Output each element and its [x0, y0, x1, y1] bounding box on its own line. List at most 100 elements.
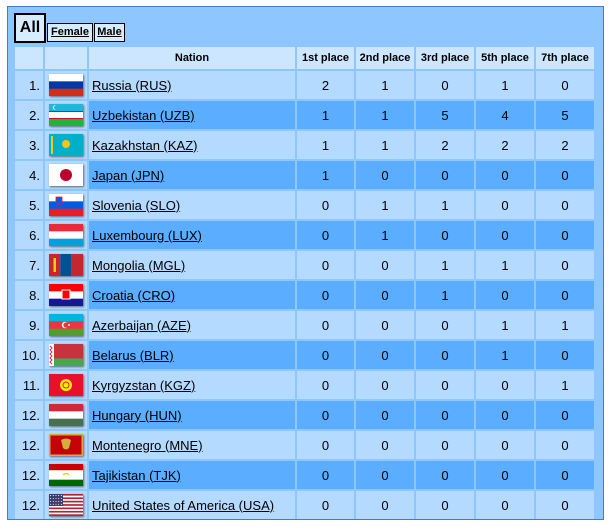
usa-flag-icon [49, 494, 83, 516]
third-place-header: 3rd place [416, 47, 474, 69]
second-place-cell: 0 [356, 431, 414, 459]
first-place-header: 1st place [297, 47, 354, 69]
nation-link[interactable]: Hungary (HUN) [92, 407, 182, 423]
second-place-cell: 1 [356, 191, 414, 219]
nation-cell: Montenegro (MNE) [89, 431, 295, 459]
nation-cell: Luxembourg (LUX) [89, 221, 295, 249]
table-row: 3. Kazakhstan (KAZ) 1 1 2 2 2 [15, 131, 594, 159]
third-place-cell: 5 [416, 101, 474, 129]
belarus-flag-icon [49, 344, 83, 366]
table-row: 9. Azerbaijan (AZE) 0 0 0 1 1 [15, 311, 594, 339]
nation-link[interactable]: Azerbaijan (AZE) [92, 317, 191, 333]
flag-cell [45, 221, 87, 249]
flag-cell [45, 461, 87, 489]
rank-header [15, 47, 43, 69]
table-row: 12. Hungary (HUN) 0 0 0 0 0 [15, 401, 594, 429]
first-place-cell: 0 [297, 311, 354, 339]
nation-cell: Belarus (BLR) [89, 341, 295, 369]
seventh-place-cell: 0 [536, 251, 594, 279]
second-place-cell: 0 [356, 341, 414, 369]
flag-cell [45, 491, 87, 519]
second-place-cell: 0 [356, 491, 414, 519]
first-place-cell: 1 [297, 131, 354, 159]
table-row: 10. Belarus (BLR) 0 0 0 1 0 [15, 341, 594, 369]
rank-cell: 9. [15, 311, 43, 339]
second-place-cell: 0 [356, 161, 414, 189]
nation-header: Nation [89, 47, 295, 69]
seventh-place-cell: 2 [536, 131, 594, 159]
tab-female[interactable]: Female [47, 23, 93, 42]
nation-link[interactable]: Slovenia (SLO) [92, 197, 181, 213]
first-place-cell: 0 [297, 221, 354, 249]
nation-link[interactable]: Tajikistan (TJK) [92, 467, 181, 483]
seventh-place-cell: 0 [536, 491, 594, 519]
nation-link[interactable]: Mongolia (MGL) [92, 257, 186, 273]
nation-cell: Kazakhstan (KAZ) [89, 131, 295, 159]
flag-cell [45, 281, 87, 309]
tajikistan-flag-icon [49, 464, 83, 486]
rank-cell: 7. [15, 251, 43, 279]
rank-cell: 1. [15, 71, 43, 99]
third-place-cell: 0 [416, 161, 474, 189]
seventh-place-cell: 0 [536, 401, 594, 429]
nation-link[interactable]: Kazakhstan (KAZ) [92, 137, 198, 153]
flag-cell [45, 341, 87, 369]
tab-all[interactable]: All [14, 13, 46, 43]
third-place-cell: 0 [416, 311, 474, 339]
fifth-place-cell: 0 [476, 281, 534, 309]
second-place-cell: 0 [356, 251, 414, 279]
table-row: 7. Mongolia (MGL) 0 0 1 1 0 [15, 251, 594, 279]
third-place-cell: 0 [416, 431, 474, 459]
fifth-place-cell: 4 [476, 101, 534, 129]
flag-cell [45, 161, 87, 189]
table-row: 6. Luxembourg (LUX) 0 1 0 0 0 [15, 221, 594, 249]
table-row: 12. United States of America (USA) 0 0 0… [15, 491, 594, 519]
nation-link[interactable]: Kyrgyzstan (KGZ) [92, 377, 196, 393]
mongolia-flag-icon [49, 254, 83, 276]
table-row: 1. Russia (RUS) 2 1 0 1 0 [15, 71, 594, 99]
third-place-cell: 1 [416, 251, 474, 279]
third-place-cell: 0 [416, 401, 474, 429]
first-place-cell: 0 [297, 191, 354, 219]
seventh-place-cell: 0 [536, 461, 594, 489]
nation-link[interactable]: Russia (RUS) [92, 77, 172, 93]
second-place-cell: 0 [356, 281, 414, 309]
fifth-place-cell: 0 [476, 221, 534, 249]
seventh-place-cell: 1 [536, 371, 594, 399]
fifth-place-cell: 0 [476, 491, 534, 519]
seventh-place-cell: 0 [536, 341, 594, 369]
first-place-cell: 0 [297, 461, 354, 489]
slovenia-flag-icon [49, 194, 83, 216]
flag-cell [45, 101, 87, 129]
table-row: 5. Slovenia (SLO) 0 1 1 0 0 [15, 191, 594, 219]
nation-link[interactable]: United States of America (USA) [92, 497, 275, 513]
rank-cell: 12. [15, 401, 43, 429]
tab-male[interactable]: Male [94, 23, 125, 42]
montenegro-flag-icon [49, 434, 83, 456]
flag-cell [45, 371, 87, 399]
flag-cell [45, 431, 87, 459]
third-place-cell: 0 [416, 371, 474, 399]
nation-link[interactable]: Belarus (BLR) [92, 347, 174, 363]
first-place-cell: 2 [297, 71, 354, 99]
nation-cell: United States of America (USA) [89, 491, 295, 519]
fifth-place-cell: 0 [476, 401, 534, 429]
flag-cell [45, 191, 87, 219]
nation-link[interactable]: Montenegro (MNE) [92, 437, 203, 453]
first-place-cell: 0 [297, 281, 354, 309]
nation-cell: Mongolia (MGL) [89, 251, 295, 279]
hungary-flag-icon [49, 404, 83, 426]
second-place-cell: 1 [356, 221, 414, 249]
nation-link[interactable]: Croatia (CRO) [92, 287, 176, 303]
third-place-cell: 0 [416, 461, 474, 489]
rank-cell: 5. [15, 191, 43, 219]
third-place-cell: 0 [416, 221, 474, 249]
nation-cell: Croatia (CRO) [89, 281, 295, 309]
rank-cell: 6. [15, 221, 43, 249]
nation-link[interactable]: Japan (JPN) [92, 167, 165, 183]
fifth-place-cell: 0 [476, 191, 534, 219]
flag-cell [45, 131, 87, 159]
second-place-cell: 1 [356, 71, 414, 99]
nation-link[interactable]: Luxembourg (LUX) [92, 227, 202, 243]
nation-link[interactable]: Uzbekistan (UZB) [92, 107, 195, 123]
